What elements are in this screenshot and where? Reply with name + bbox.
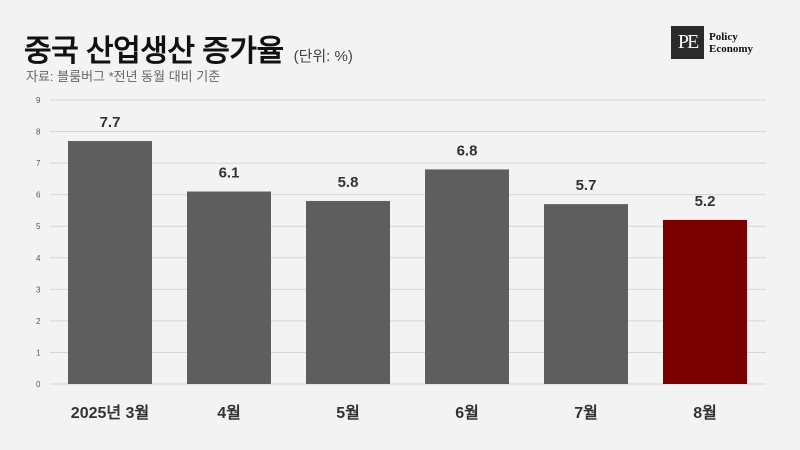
bars	[68, 141, 747, 384]
y-tick-label: 1	[36, 348, 41, 357]
category-label: 5월	[336, 404, 360, 422]
y-axis-ticks: 0 1 2 3 4 5 6 7 8 9	[36, 96, 41, 389]
value-label: 7.7	[100, 114, 121, 131]
value-label: 6.1	[219, 165, 240, 182]
bar	[187, 191, 271, 384]
grid-lines	[50, 99, 766, 385]
category-label: 6월	[455, 404, 479, 422]
chart-title: 중국 산업생산 증가율	[24, 35, 284, 68]
y-tick-label: 4	[36, 254, 41, 263]
value-label: 5.2	[695, 193, 716, 210]
y-tick-label: 2	[36, 317, 41, 326]
bar	[663, 219, 747, 384]
logo-line-2: Economy	[709, 42, 753, 55]
logo-mark: PE	[671, 26, 704, 59]
value-labels: 7.7 6.1 5.8 6.8 5.7 5.2	[100, 114, 716, 210]
y-tick-label: 6	[36, 191, 41, 200]
y-tick-label: 7	[36, 159, 41, 168]
bar	[68, 141, 152, 384]
y-tick-label: 5	[36, 222, 41, 231]
value-label: 5.7	[576, 177, 597, 194]
unit-label: (단위: %)	[293, 48, 353, 65]
y-tick-label: 8	[36, 128, 41, 137]
source-note: 자료: 블룸버그 *전년 동월 대비 기준	[26, 69, 221, 84]
title-row: 중국 산업생산 증가율 (단위: %)	[24, 26, 353, 70]
y-tick-label: 3	[36, 285, 41, 294]
category-label: 2025년 3월	[71, 403, 149, 422]
y-tick-label: 0	[36, 380, 41, 389]
bar	[306, 200, 390, 384]
value-label: 5.8	[338, 174, 359, 191]
category-label: 8월	[693, 404, 717, 422]
category-label: 4월	[217, 404, 241, 422]
category-labels: 2025년 3월 4월 5월 6월 7월 8월	[71, 403, 717, 422]
category-label: 7월	[574, 404, 598, 422]
y-tick-label: 9	[36, 96, 41, 105]
logo-text: Policy Economy	[709, 31, 753, 55]
value-label: 6.8	[457, 142, 478, 159]
logo-line-1: Policy	[709, 30, 738, 43]
bar	[425, 169, 509, 384]
bar	[544, 204, 628, 384]
policy-economy-logo: PE Policy Economy	[671, 26, 753, 59]
